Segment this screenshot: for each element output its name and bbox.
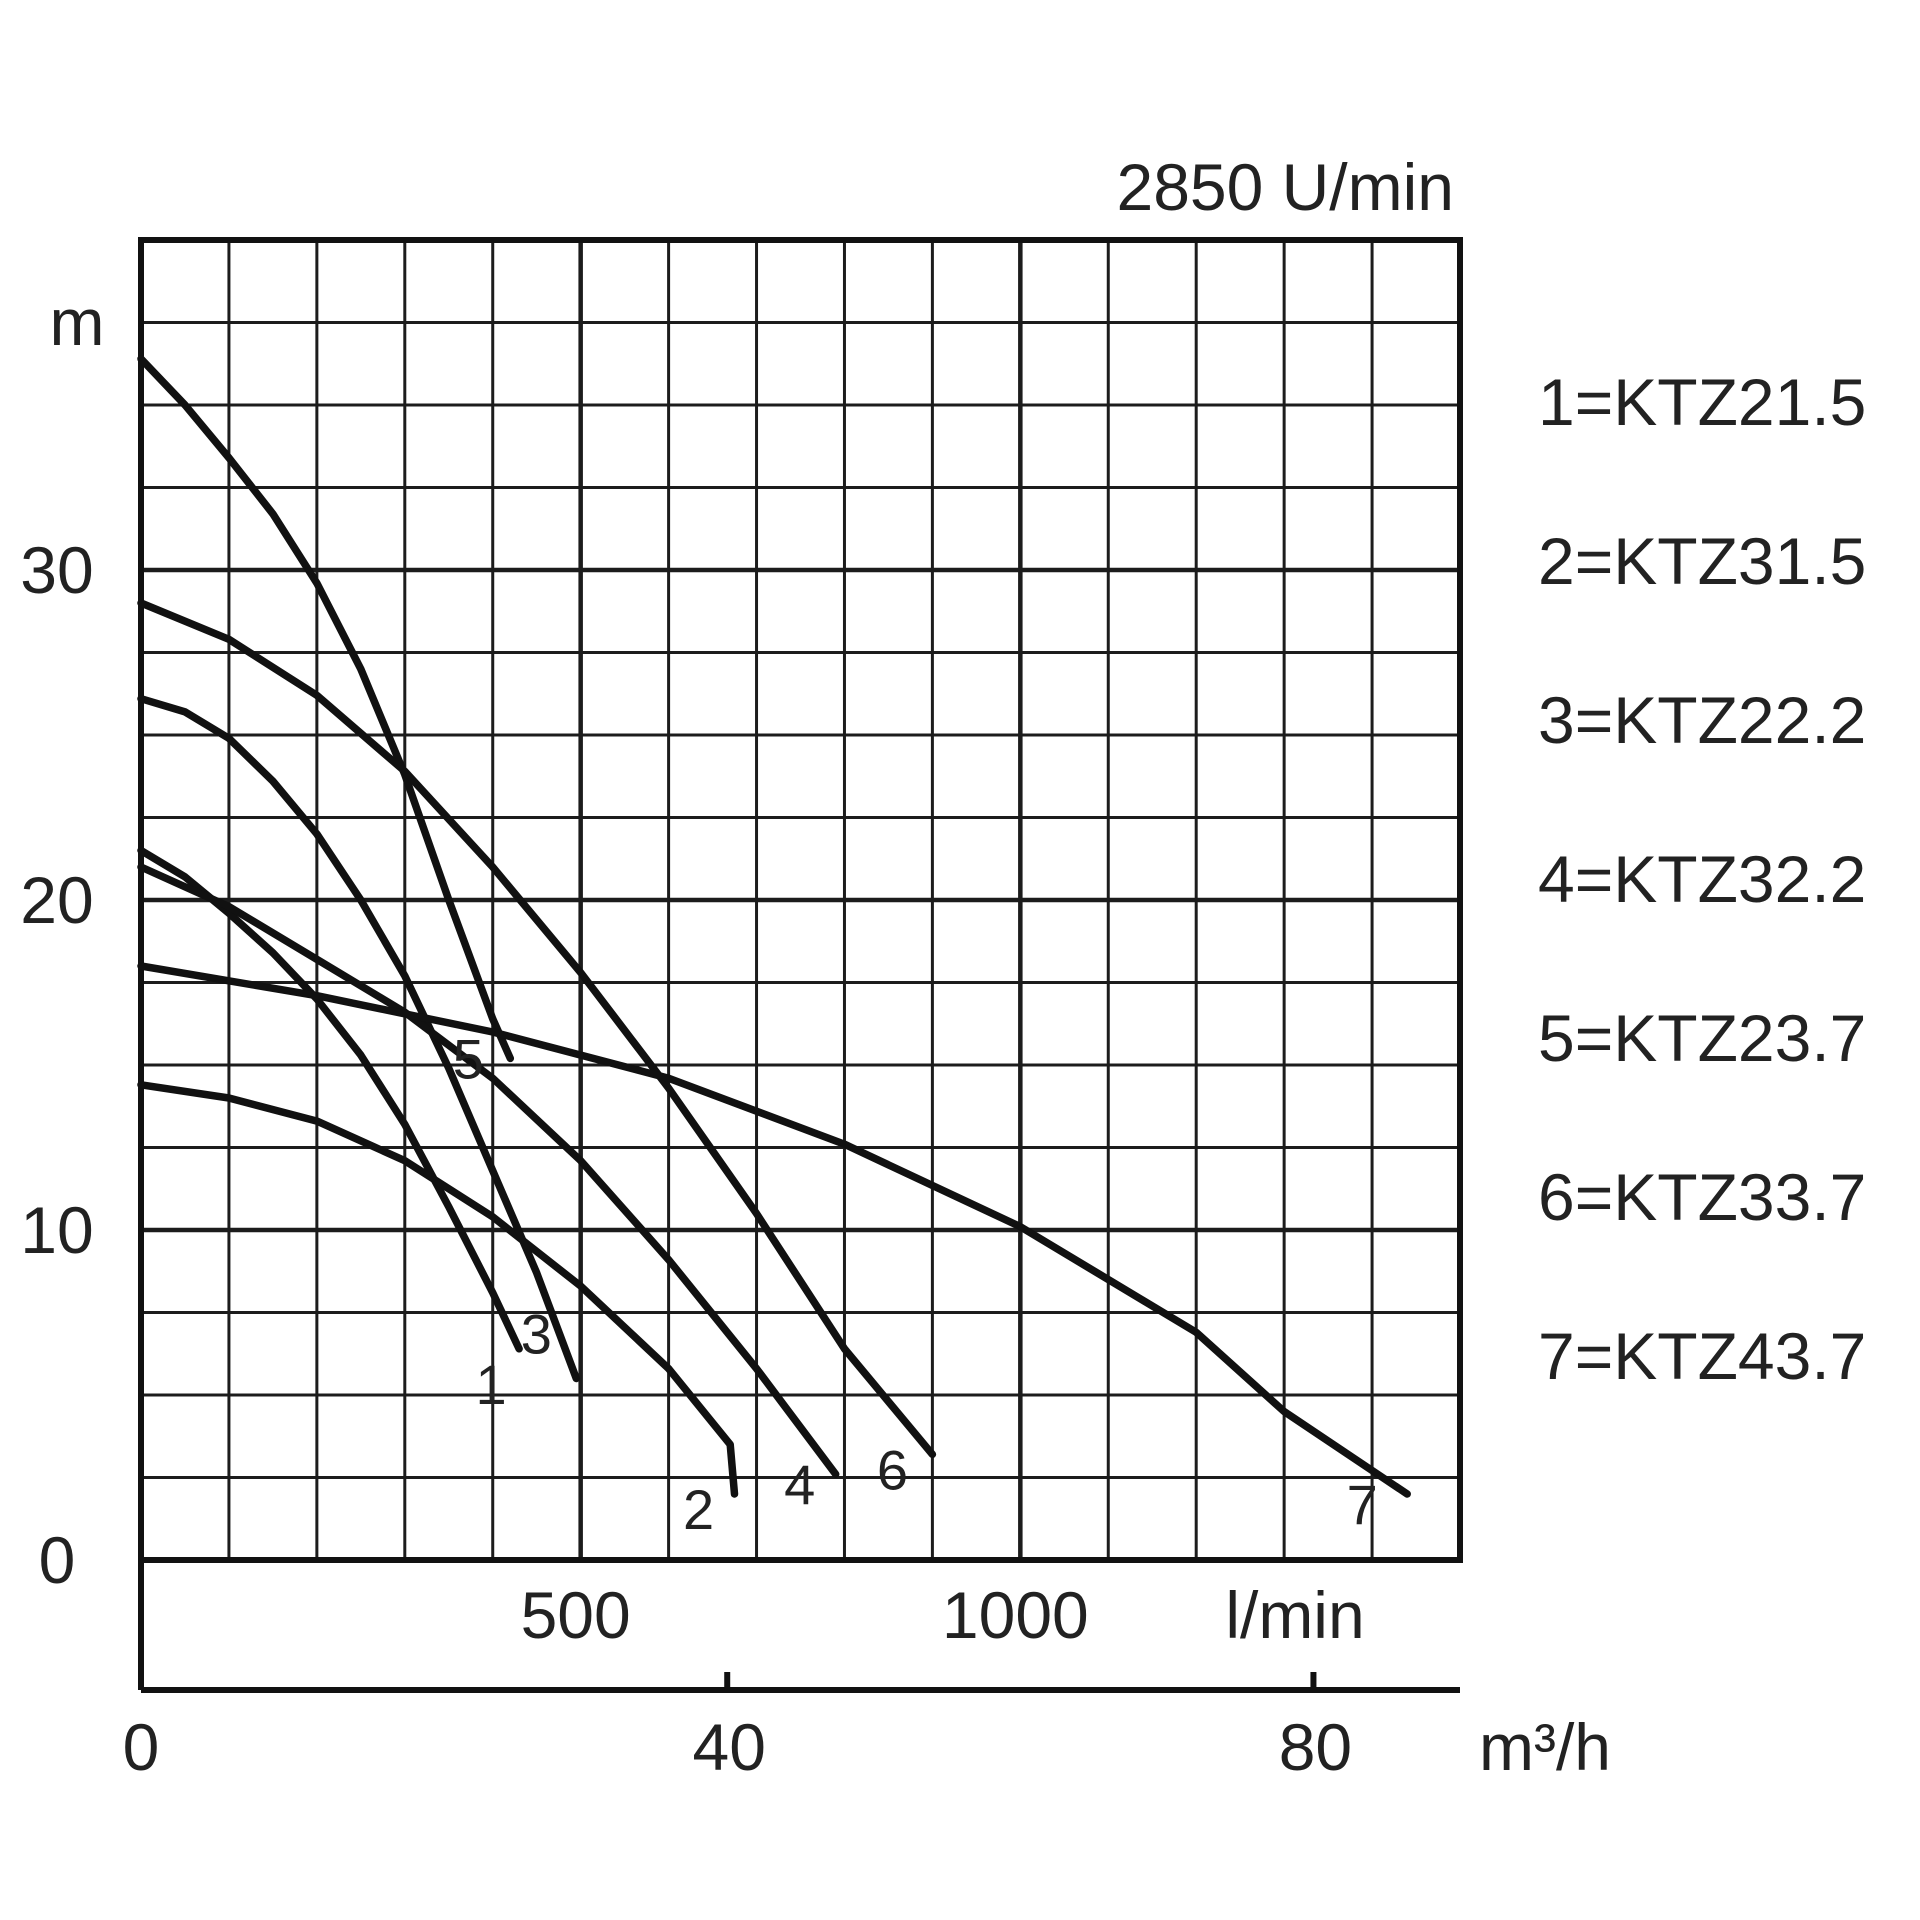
curve-label-5: 5 [453, 1027, 484, 1090]
curve-label-7: 7 [1347, 1473, 1378, 1536]
legend-entry-4: 4=KTZ32.2 [1538, 842, 1866, 916]
chart-title: 2850 U/min [1116, 150, 1454, 224]
x-tick-label: 500 [521, 1578, 631, 1652]
pump-curves [137, 355, 1411, 1498]
curve-2 [137, 1081, 739, 1498]
curve-label-1: 1 [476, 1353, 507, 1416]
curve-label-6: 6 [877, 1438, 908, 1501]
m3h-axis-label: m³/h [1479, 1710, 1611, 1784]
legend-entry-5: 5=KTZ23.7 [1538, 1001, 1866, 1075]
y-tick-label: 20 [20, 863, 93, 937]
curve-7 [137, 962, 1411, 1498]
m3h-tick-label: 80 [1279, 1710, 1352, 1784]
y-tick-label: 10 [20, 1193, 93, 1267]
curve-label-2: 2 [683, 1478, 714, 1541]
chart-labels: 1 2 3 4 5 6 7 2850 U/min m 0 10 20 30 500 1000 l/min 0 40… [20, 150, 1866, 1784]
curve-5 [137, 355, 515, 1063]
y-axis-label: m [50, 285, 105, 359]
chart-frame [138, 237, 1463, 1693]
plot-border [138, 237, 1463, 1563]
curve-label-3: 3 [521, 1303, 552, 1366]
chart-grid [141, 240, 1460, 1560]
y-tick-label: 30 [20, 533, 93, 607]
m3h-tick-label: 40 [693, 1710, 766, 1784]
curve-label-4: 4 [784, 1453, 815, 1516]
y-tick-label: 0 [39, 1523, 76, 1597]
curve-4 [137, 863, 840, 1478]
legend-entry-6: 6=KTZ33.7 [1538, 1160, 1866, 1234]
x-axis-label: l/min [1225, 1578, 1364, 1652]
curve-6 [137, 599, 937, 1459]
legend-entry-1: 1=KTZ21.5 [1538, 365, 1866, 439]
legend-entry-2: 2=KTZ31.5 [1538, 524, 1866, 598]
legend-entry-3: 3=KTZ22.2 [1538, 683, 1866, 757]
legend-entry-7: 7=KTZ43.7 [1538, 1319, 1866, 1393]
curve-3 [137, 694, 581, 1383]
m3h-tick-label: 0 [123, 1710, 160, 1784]
x-tick-label: 1000 [942, 1578, 1089, 1652]
